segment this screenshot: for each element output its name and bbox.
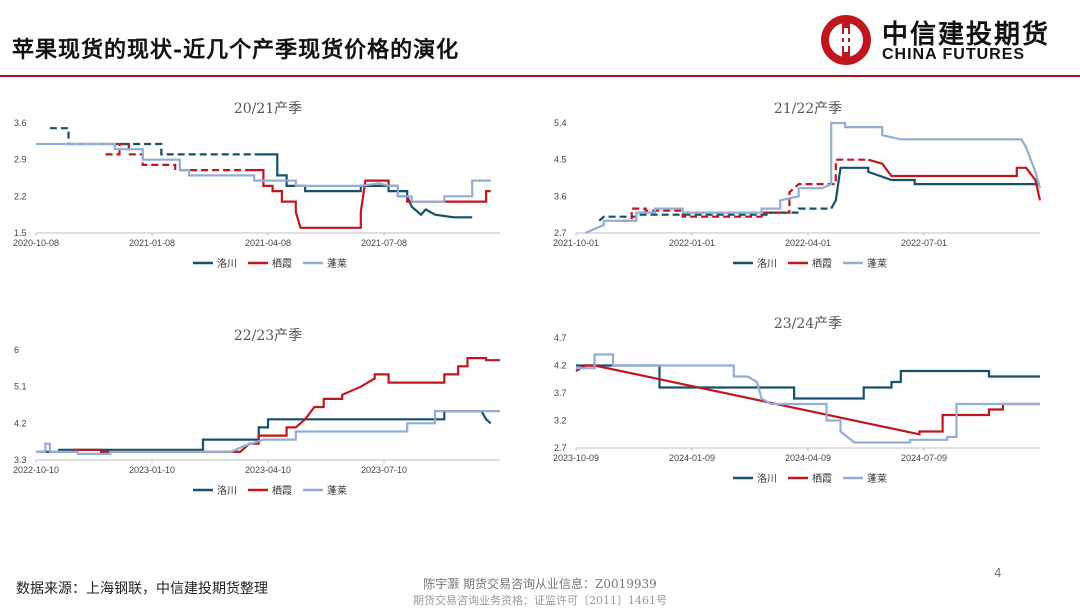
y-tick-label: 4.2 (554, 361, 567, 371)
y-tick-label: 3.7 (554, 388, 567, 398)
y-tick-label: 3.6 (554, 191, 567, 201)
brand-logo: 中信建投期货 CHINA FUTURES (820, 12, 1070, 68)
y-tick-label: 2.7 (554, 443, 567, 453)
series-line-luochuan (830, 166, 1040, 210)
legend-label-qixia: 栖霞 (812, 472, 832, 485)
legend-label-penglai: 蓬莱 (327, 485, 347, 497)
title-rule (0, 75, 1080, 77)
chart-title: 23/24产季 (774, 316, 842, 332)
legend-label-luochuan: 洛川 (757, 257, 777, 270)
x-tick-label: 2021-10-01 (553, 238, 599, 248)
y-tick-label: 4.2 (14, 418, 27, 428)
series-line-luochuan (49, 127, 259, 156)
y-tick-label: 2.7 (554, 228, 567, 238)
page-title: 苹果现货的现状-近几个产季现货价格的演化 (12, 37, 460, 63)
y-tick-label: 4.5 (554, 155, 567, 165)
legend-label-luochuan: 洛川 (217, 257, 237, 270)
series-line-qixia (105, 142, 250, 172)
series-line-penglai (584, 121, 1042, 235)
y-tick-label: 1.5 (14, 228, 27, 238)
x-tick-label: 2023-01-10 (129, 465, 175, 475)
series-line-qixia (622, 158, 869, 222)
legend-label-qixia: 栖霞 (812, 257, 832, 270)
legend-label-qixia: 栖霞 (272, 257, 292, 270)
data-source-note: 数据来源：上海钢联，中信建投期货整理 (16, 581, 268, 597)
x-tick-label: 2023-10-09 (553, 453, 599, 463)
citic-emblem-icon (821, 15, 871, 65)
x-tick-label: 2024-04-09 (785, 453, 831, 463)
series-line-luochuan (36, 410, 492, 453)
x-tick-label: 2023-04-10 (245, 465, 291, 475)
logo-text-en: CHINA FUTURES (882, 46, 1026, 63)
x-tick-label: 2021-04-08 (245, 238, 291, 248)
series-line-luochuan (576, 364, 1040, 400)
series-line-penglai (36, 410, 500, 455)
analyst-license: 陈宇灏 期货交易咨询从业信息：Z0019939 (423, 577, 657, 591)
legend-label-qixia: 栖霞 (272, 484, 292, 497)
x-tick-label: 2022-10-10 (13, 465, 59, 475)
logo-text-cn: 中信建投期货 (882, 20, 1051, 50)
x-tick-label: 2021-07-08 (361, 238, 407, 248)
y-tick-label: 3.6 (14, 118, 27, 128)
y-tick-label: 2.9 (14, 155, 27, 165)
chart-2223-season: 22/23产季 6 5.1 4.2 3.3 2022-10-10 2023-01-10 202… (0, 322, 530, 502)
chart-2324-season: 23/24产季 4.7 4.2 3.7 3.2 2.7 2023-10-09 2024-01-… (540, 310, 1070, 490)
legend-label-penglai: 蓬莱 (867, 473, 887, 485)
y-tick-label: 3.3 (14, 455, 27, 465)
legend-label-luochuan: 洛川 (217, 484, 237, 497)
page-number: 4 (994, 566, 1002, 580)
x-tick-label: 2024-07-09 (901, 453, 947, 463)
y-tick-label: 5.4 (554, 118, 567, 128)
series-line-qixia (73, 357, 500, 453)
series-line-luochuan (598, 207, 832, 222)
business-license: 期货交易咨询业务资格：证监许可〔2011〕1461号 (413, 594, 667, 607)
series-line-qixia (867, 158, 1042, 201)
series-line-qixia (575, 364, 1040, 436)
x-tick-label: 2022-07-01 (901, 238, 947, 248)
y-tick-label: 2.2 (14, 191, 27, 201)
legend-label-penglai: 蓬莱 (327, 258, 347, 270)
y-tick-label: 4.7 (554, 333, 567, 343)
y-tick-label: 5.1 (14, 382, 27, 392)
chart-2122-season: 21/22产季 5.4 4.5 3.6 2.7 2021-10-01 2022-01-01 2… (540, 95, 1070, 275)
x-tick-label: 2020-10-08 (13, 238, 59, 248)
series-line-penglai (36, 142, 491, 203)
series-line-penglai (576, 353, 1040, 444)
legend-label-luochuan: 洛川 (757, 472, 777, 485)
chart-title: 21/22产季 (774, 101, 842, 117)
chart-title: 22/23产季 (234, 328, 302, 344)
x-tick-label: 2023-07-10 (361, 465, 407, 475)
chart-2021-season: 20/21产季 3.6 2.9 2.2 1.5 2020-10-08 2021-01-08 2… (0, 95, 530, 275)
x-tick-label: 2021-01-08 (129, 238, 175, 248)
x-tick-label: 2022-01-01 (669, 238, 715, 248)
series-line-qixia (249, 169, 491, 229)
y-tick-label: 6 (14, 345, 19, 355)
y-tick-label: 3.2 (554, 416, 567, 426)
legend-label-penglai: 蓬莱 (867, 258, 887, 270)
x-tick-label: 2022-04-01 (785, 238, 831, 248)
chart-title: 20/21产季 (234, 101, 302, 117)
x-tick-label: 2024-01-09 (669, 453, 715, 463)
